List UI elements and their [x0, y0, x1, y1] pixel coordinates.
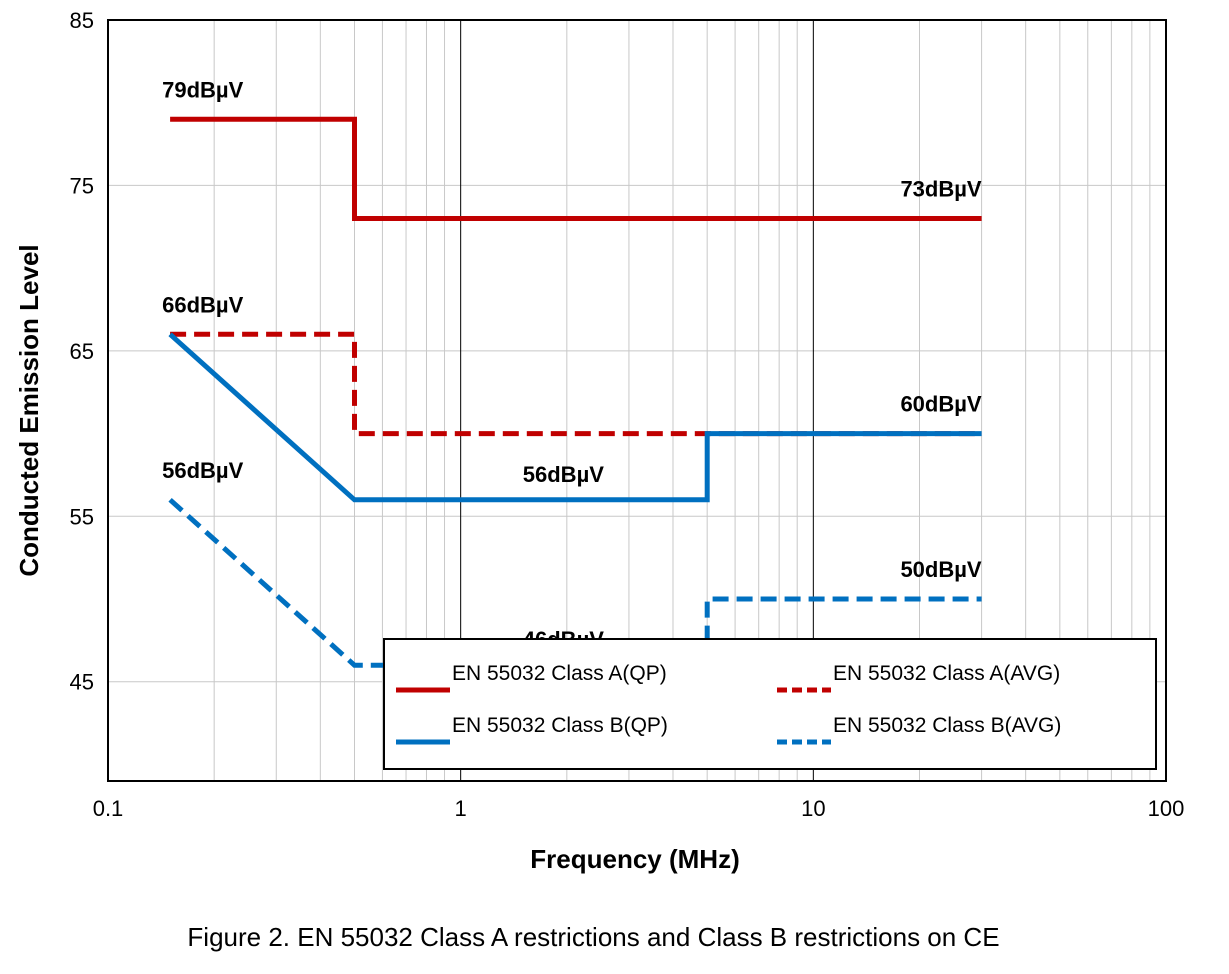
- legend-label: EN 55032 Class B(AVG): [833, 714, 1061, 737]
- value-annotation: 66dBµV: [162, 292, 243, 317]
- series-line-en-55032-class-a-avg: [170, 331, 982, 437]
- y-tick-label: 55: [70, 504, 94, 529]
- value-annotation: 50dBµV: [900, 557, 981, 582]
- y-tick-label: 45: [70, 670, 94, 695]
- value-annotation: 60dBµV: [900, 392, 981, 417]
- series-line-en-55032-class-b-qp: [168, 332, 982, 503]
- legend-box: [383, 638, 1157, 770]
- x-axis-label: Frequency (MHz): [530, 844, 739, 874]
- tick-labels: 0.1 1 10 100 45 55 65 75 85: [70, 8, 1185, 821]
- y-tick-label: 75: [70, 173, 94, 198]
- y-axis-label: Conducted Emission Level: [14, 244, 44, 576]
- y-tick-label: 85: [70, 8, 94, 33]
- figure-caption: Figure 2. EN 55032 Class A restrictions …: [187, 922, 1000, 952]
- y-tick-label: 65: [70, 339, 94, 364]
- legend: EN 55032 Class A(QP) EN 55032 Class A(AVG…: [383, 638, 1157, 770]
- x-tick-label: 1: [455, 796, 467, 821]
- x-tick-label: 100: [1148, 796, 1185, 821]
- x-tick-label: 0.1: [93, 796, 124, 821]
- legend-label: EN 55032 Class A(AVG): [833, 662, 1060, 685]
- value-annotation: 79dBµV: [162, 77, 243, 102]
- value-annotation: 56dBµV: [523, 462, 604, 487]
- series-line-en-55032-class-a-qp: [170, 116, 982, 221]
- legend-label: EN 55032 Class B(QP): [452, 714, 668, 737]
- x-tick-label: 10: [801, 796, 825, 821]
- plot-frame: [107, 19, 1167, 782]
- annotation-layer: 79dBµV73dBµV66dBµV60dBµV56dBµV56dBµV46dB…: [162, 77, 982, 652]
- value-annotation: 56dBµV: [162, 458, 243, 483]
- legend-label: EN 55032 Class A(QP): [452, 662, 667, 685]
- series-layer: [168, 116, 982, 668]
- value-annotation: 73dBµV: [900, 177, 981, 202]
